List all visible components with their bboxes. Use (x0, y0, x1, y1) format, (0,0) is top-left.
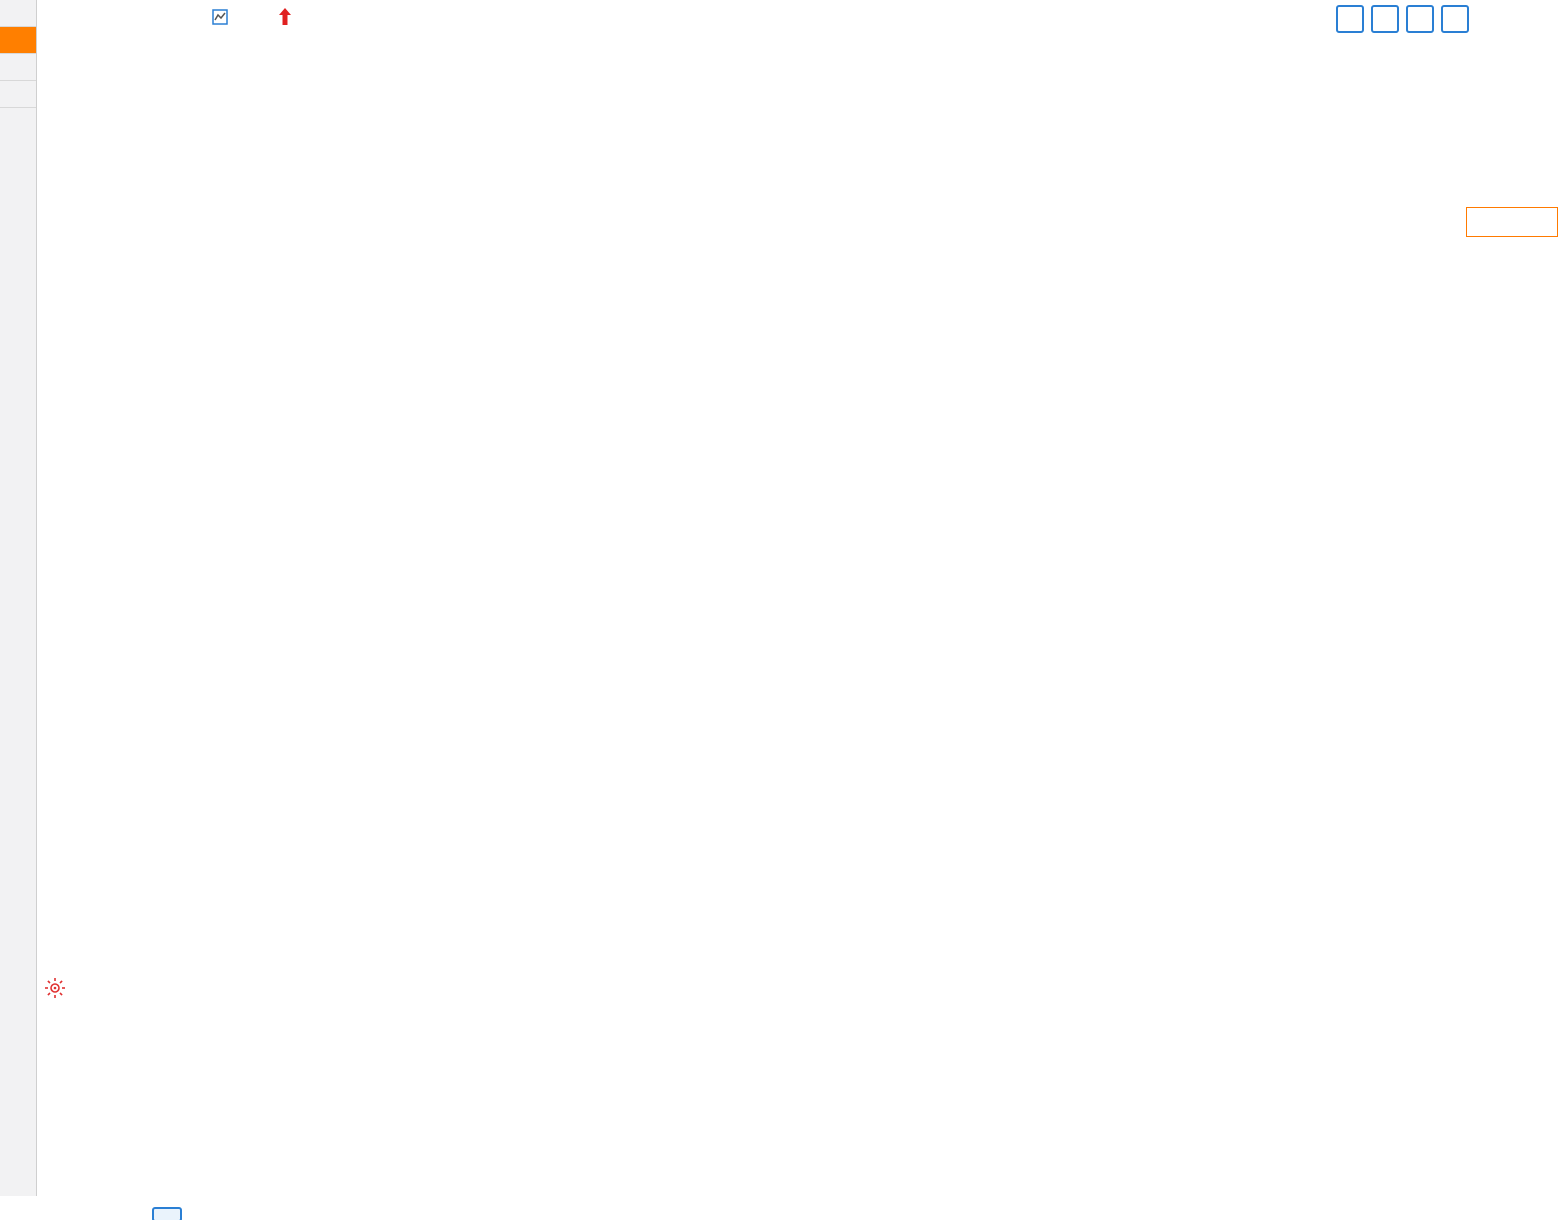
layout-toolbar (1336, 5, 1469, 33)
bar-panel-icon[interactable] (1406, 5, 1434, 33)
sidebar-tab-kline-chart[interactable] (0, 27, 36, 54)
mini-chart-icon (212, 9, 228, 25)
grid-layout-icon[interactable] (1336, 5, 1364, 33)
vr-up-arrow-icon (278, 8, 292, 26)
sidebar-tab-lightning-chart[interactable] (0, 54, 36, 81)
sun-icon[interactable] (44, 977, 66, 1004)
sidebar-tab-contract-info[interactable] (0, 81, 36, 108)
timeframe-selector[interactable] (74, 1197, 78, 1218)
current-price-tag (1466, 207, 1558, 237)
collapse-panel-icon[interactable] (1441, 5, 1469, 33)
chart-header (182, 3, 302, 31)
scrollbar-fragment[interactable] (152, 1207, 182, 1220)
sidebar (0, 0, 37, 1196)
multi-pane-icon[interactable] (1371, 5, 1399, 33)
sidebar-tab-time-chart[interactable] (0, 0, 36, 27)
